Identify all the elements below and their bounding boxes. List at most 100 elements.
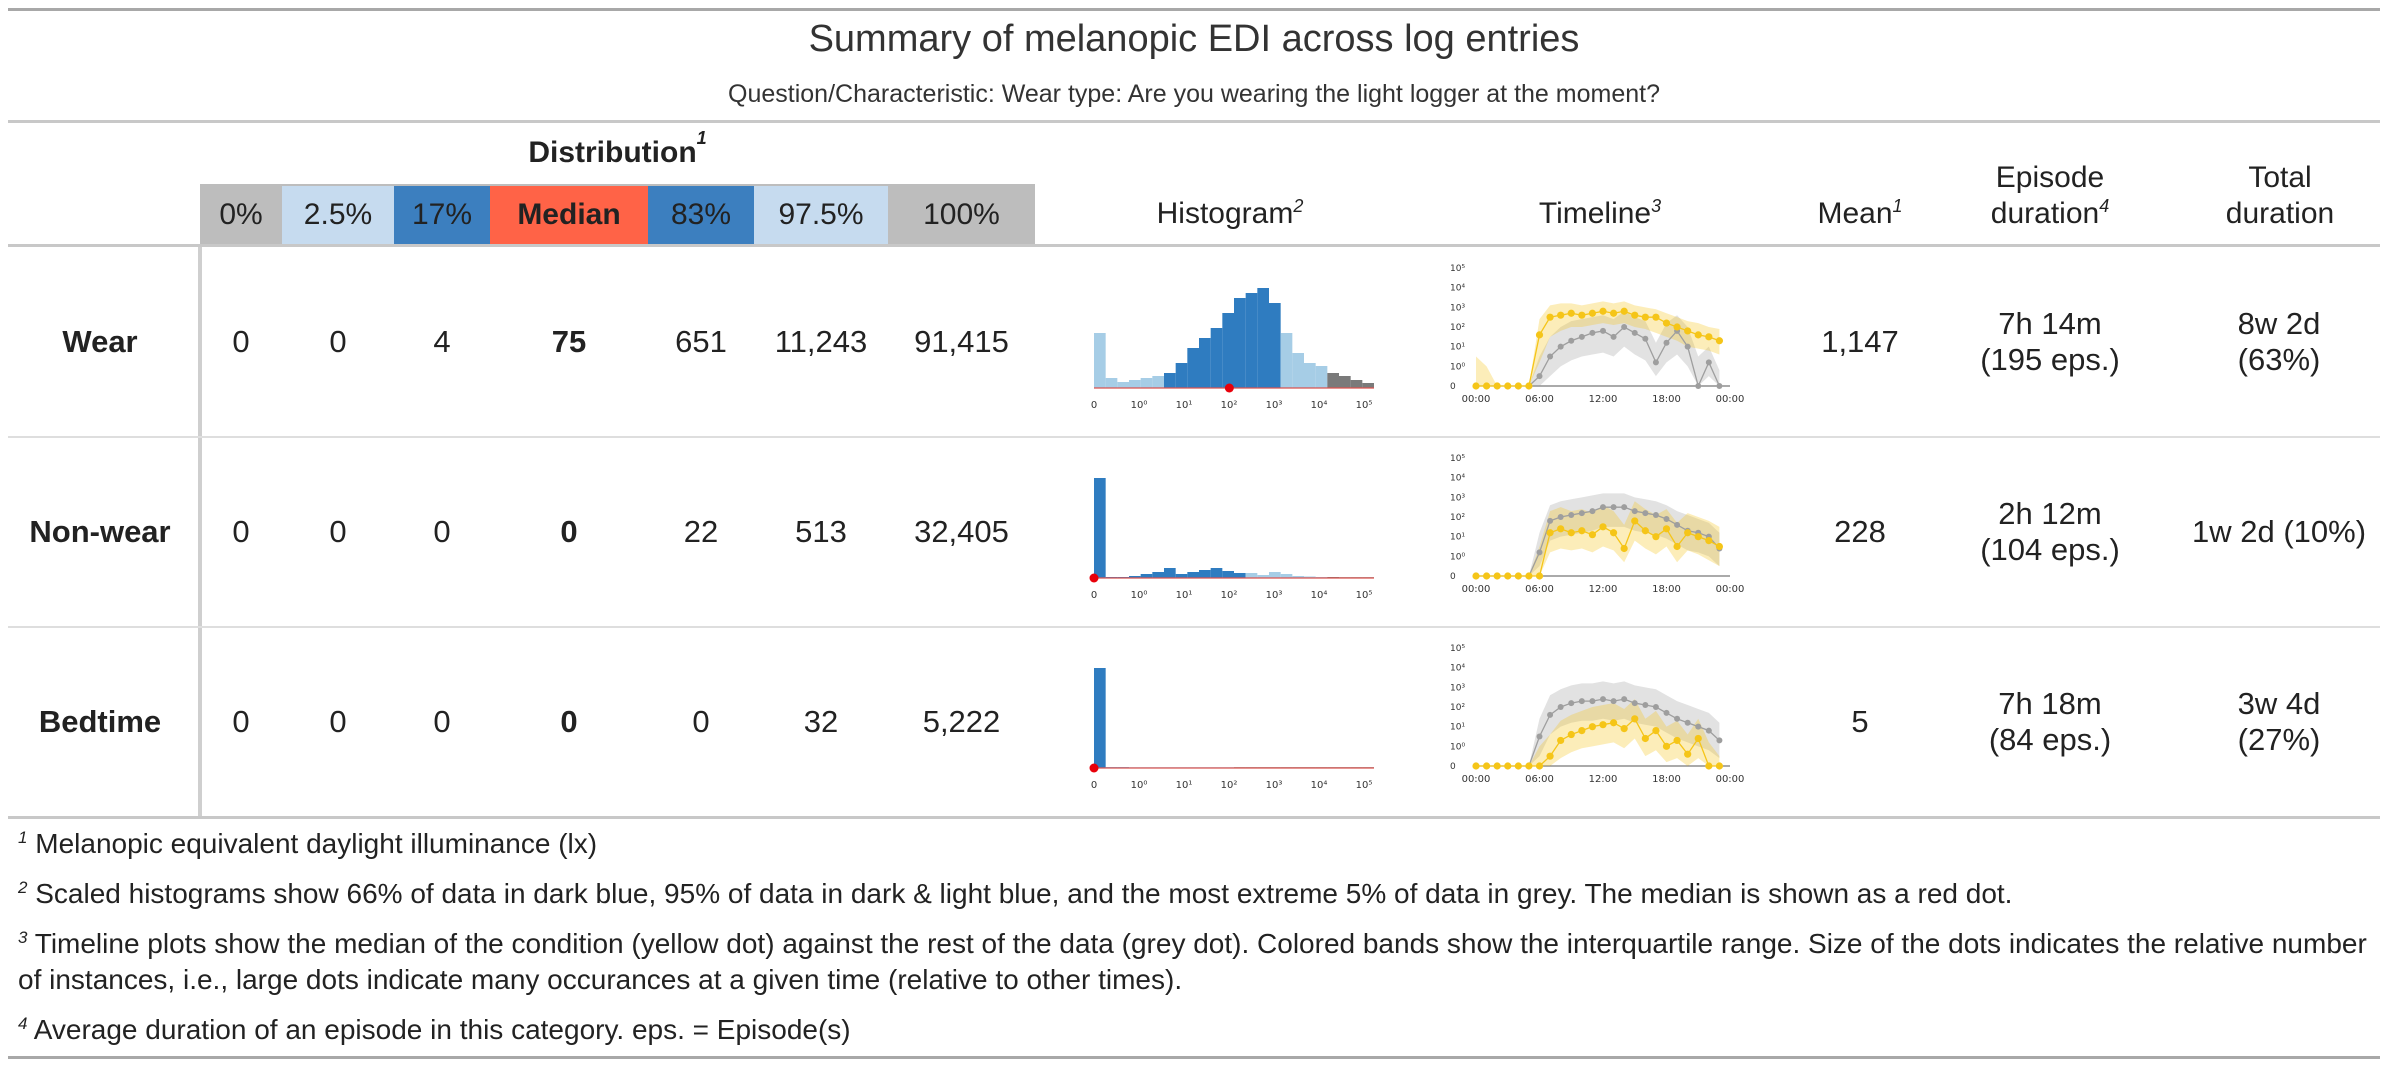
mean-value: 5	[1851, 704, 1869, 739]
condition-median-dot	[1493, 762, 1501, 770]
timeline-y-tick-label: 10²	[1450, 513, 1465, 523]
q100-value: 32,405	[914, 514, 1009, 549]
rest-median-dot	[1652, 512, 1659, 519]
condition-median-dot	[1525, 762, 1533, 770]
top-rule	[8, 8, 2380, 11]
condition-median-dot	[1694, 734, 1702, 743]
rest-median-dot	[1600, 327, 1606, 334]
quantile-17: 17%	[394, 186, 490, 244]
condition-median-dot	[1557, 311, 1565, 319]
histogram-bar	[1175, 574, 1188, 578]
condition-median-dot	[1493, 382, 1501, 390]
condition-median-dot	[1557, 736, 1565, 745]
histogram-bar	[1269, 303, 1281, 388]
histogram-bar	[1117, 382, 1129, 388]
q83-value: 22	[683, 514, 719, 549]
rest-median-dot	[1705, 359, 1712, 366]
histogram-bar	[1257, 575, 1269, 578]
condition-median-dot	[1662, 742, 1671, 750]
condition-median-dot	[1588, 309, 1597, 317]
rest-median-dot	[1716, 383, 1723, 389]
histogram-bar	[1350, 380, 1363, 388]
rest-median-dot	[1557, 343, 1564, 350]
condition-median-dot	[1652, 313, 1660, 321]
rest-median-dot	[1589, 698, 1596, 705]
bottom-rule	[8, 1056, 2380, 1059]
rest-median-dot	[1568, 512, 1575, 519]
timeline-y-tick-label: 10⁵	[1450, 454, 1465, 464]
condition-median-dot	[1493, 572, 1501, 580]
histogram-bar	[1245, 293, 1258, 388]
median-dot	[1224, 383, 1234, 393]
condition-iqr-band	[1476, 699, 1720, 766]
condition-median-dot	[1599, 721, 1607, 729]
condition-median-dot	[1567, 309, 1575, 317]
total-duration-value: 3w 4d (27%)	[2237, 686, 2321, 757]
rest-median-dot	[1589, 329, 1596, 336]
distribution-header: Distribution1	[528, 128, 707, 169]
rest-median-dot	[1621, 696, 1628, 703]
condition-median-dot	[1588, 531, 1597, 539]
histogram-bar	[1199, 570, 1211, 578]
condition-median-dot	[1535, 572, 1544, 580]
histogram-tick-label: 10¹	[1176, 400, 1193, 411]
q17-value: 0	[433, 514, 451, 549]
quantile-100: 100%	[888, 186, 1035, 244]
histogram-bar	[1140, 378, 1153, 388]
rest-iqr-band	[1476, 311, 1720, 386]
histogram-tick-label: 0	[1091, 780, 1097, 791]
histogram-tick-label: 10⁵	[1356, 780, 1373, 791]
histogram-bar	[1280, 574, 1293, 578]
timeline-y-tick-label: 10¹	[1450, 533, 1465, 543]
histogram-bar	[1199, 338, 1211, 388]
rest-median-dot	[1684, 343, 1691, 350]
rest-median-dot	[1547, 517, 1554, 524]
histogram-bar	[1175, 363, 1188, 388]
histogram-bar	[1222, 571, 1234, 578]
rest-median-dot	[1631, 508, 1638, 515]
condition-median-dot	[1694, 533, 1702, 541]
condition-median-dot	[1504, 762, 1512, 770]
condition-median-dot	[1535, 331, 1544, 339]
timeline-chart: 0 10⁰ 10¹ 10² 10³ 10⁴ 10⁵ 00:00 06:00 12:00 18:00 0…	[1450, 264, 1744, 405]
q100-value: 5,222	[922, 704, 1001, 739]
histogram-tick-label: 10⁰	[1131, 400, 1148, 411]
rest-median-dot	[1631, 700, 1638, 707]
condition-median-dot	[1567, 730, 1575, 739]
total-duration-value: 8w 2d (63%)	[2237, 306, 2321, 377]
episode-duration-header: Episode duration4	[1990, 161, 2110, 230]
total-duration-value: 1w 2d (10%)	[2191, 514, 2367, 549]
condition-median-dot	[1578, 311, 1586, 319]
rest-median-dot	[1578, 333, 1585, 340]
distribution-underline	[200, 184, 1035, 187]
timeline-y-tick-label: 10³	[1450, 683, 1465, 693]
footnote: 1 Melanopic equivalent daylight illumina…	[18, 828, 598, 859]
condition-median-dot	[1684, 529, 1692, 537]
timeline-x-tick-label: 12:00	[1589, 394, 1618, 405]
histogram-bar	[1257, 288, 1269, 388]
rest-median-dot	[1621, 324, 1628, 330]
header-divider	[8, 244, 2380, 247]
footnote: 3 Timeline plots show the median of the …	[18, 928, 2367, 995]
condition-median-dot	[1641, 734, 1649, 743]
episode-duration-value: 7h 18m (84 eps.)	[1988, 686, 2112, 757]
condition-median-dot	[1599, 523, 1607, 531]
condition-median-dot	[1694, 331, 1702, 339]
condition-median-dot	[1673, 323, 1681, 331]
condition-median-dot	[1482, 762, 1491, 770]
rest-median-dot	[1578, 698, 1585, 705]
condition-median-dot	[1472, 382, 1480, 390]
rest-median-dot	[1674, 521, 1681, 528]
timeline-y-tick-label: 0	[1450, 762, 1456, 772]
histogram-chart: 0 10⁰ 10¹ 10² 10³ 10⁴ 10⁵	[1091, 288, 1374, 411]
histogram-bar	[1280, 333, 1293, 388]
histogram-header: Histogram2	[1156, 196, 1304, 230]
condition-median-dot	[1662, 319, 1671, 327]
row-label-separator	[198, 247, 202, 819]
q0-value: 0	[232, 324, 250, 359]
histogram-chart: 0 10⁰ 10¹ 10² 10³ 10⁴ 10⁵	[1089, 668, 1374, 791]
timeline-x-tick-label: 12:00	[1589, 774, 1618, 785]
condition-median-dot	[1684, 327, 1692, 335]
histogram-tick-label: 10³	[1266, 780, 1283, 791]
histogram-bar	[1140, 574, 1153, 578]
